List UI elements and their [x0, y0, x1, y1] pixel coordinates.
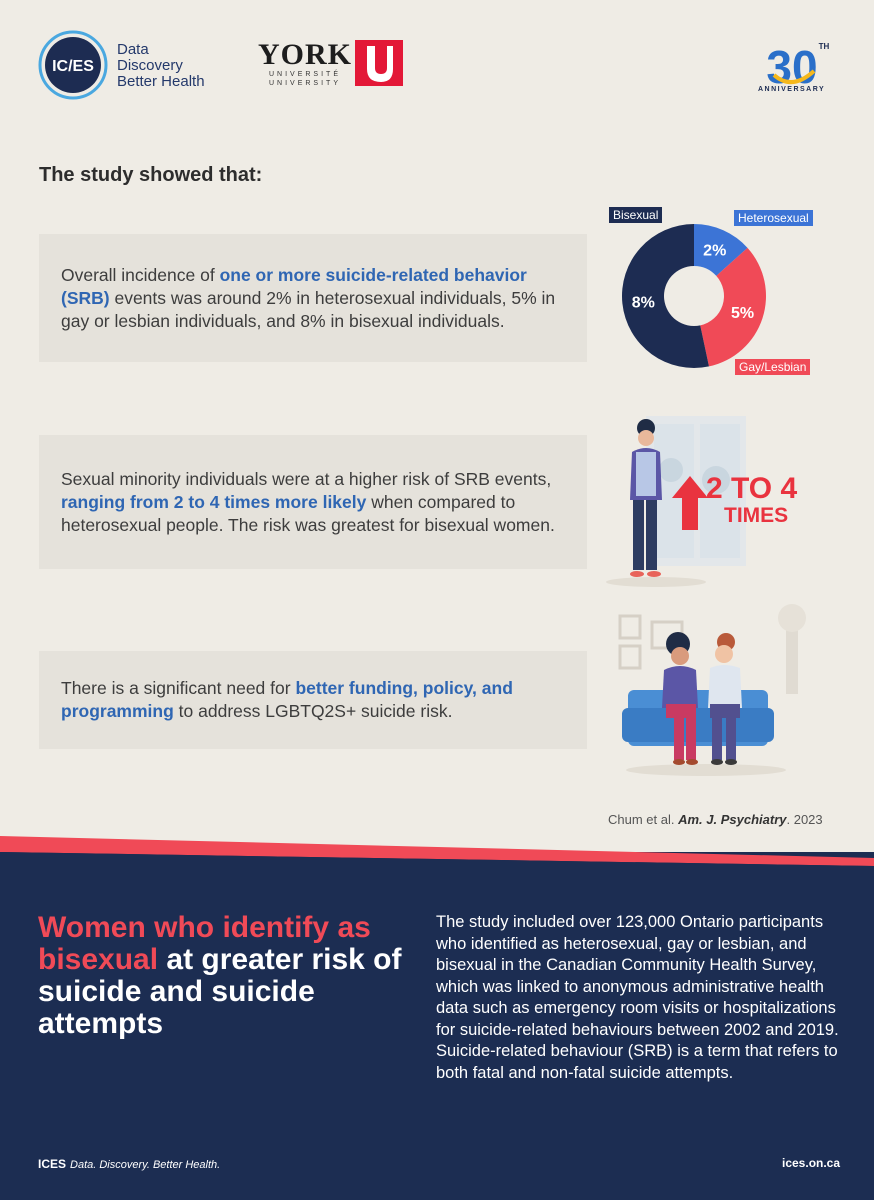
slice-bisexual	[622, 224, 709, 368]
finding-box: There is a significant need for better f…	[39, 651, 587, 749]
citation-journal: Am. J. Psychiatry	[678, 812, 787, 827]
ices-tagline-line: Discovery	[117, 57, 183, 74]
srb-donut-chart: 2% 5% 8%	[622, 224, 766, 368]
finding-text-pre: Sexual minority individuals were at a hi…	[61, 468, 552, 489]
ices-badge-text: IC/ES	[52, 58, 94, 75]
risk-number: 2 TO 4	[706, 472, 798, 505]
legend-heterosexual: Heterosexual	[734, 210, 813, 226]
citation-year: . 2023	[786, 812, 823, 827]
slice-heterosexual	[694, 224, 748, 276]
footer-brand-name: ICES	[38, 1157, 67, 1171]
york-sub-line: UNIVERSITÉ	[268, 71, 341, 78]
legend-bisexual: Bisexual	[609, 207, 663, 223]
ices-tagline-line: Better Health	[117, 73, 205, 90]
study-title: The study showed that:	[39, 164, 263, 186]
slice-label-gay-lesbian: 5%	[731, 305, 754, 322]
footer-url-link[interactable]: ices.on.ca	[782, 1156, 841, 1170]
citation-authors: Chum et al.	[608, 812, 679, 827]
summary-body: The study included over 123,000 Ontario …	[436, 913, 839, 1082]
finding-highlight: ranging from 2 to 4 times more likely	[61, 491, 367, 512]
anniversary-number: 30	[766, 41, 817, 93]
legend-gay-lesbian: Gay/Lesbian	[735, 359, 811, 375]
finding-text-post: to address LGBTQ2S+ suicide risk.	[173, 701, 453, 721]
york-logo-word: YORK	[258, 38, 352, 71]
finding-text: Sexual minority individuals were at a hi…	[61, 468, 565, 537]
york-logo-sub: UNIVERSITÉ UNIVERSITY	[260, 70, 350, 88]
footer-tagline: Data. Discovery. Better Health.	[70, 1159, 221, 1171]
anniversary-suffix: TH	[819, 42, 830, 51]
footer-brand: ICES Data. Discovery. Better Health.	[38, 1157, 220, 1171]
finding-text-post: when compared to heterosexual people. Th…	[61, 491, 555, 535]
anniversary-label: ANNIVERSARY	[758, 86, 826, 93]
finding-box: Overall incidence of one or more suicide…	[39, 234, 587, 362]
finding-text: Overall incidence of one or more suicide…	[61, 264, 565, 333]
york-sub-line: UNIVERSITY	[268, 80, 341, 87]
finding-text: There is a significant need for better f…	[61, 677, 565, 723]
risk-word: TIMES	[724, 504, 789, 527]
slice-label-heterosexual: 2%	[703, 242, 726, 259]
anniversary-logo: 30 TH	[766, 41, 830, 93]
finding-highlight: better funding, policy, and programming	[61, 678, 513, 721]
summary-headline-white: at greater risk of suicide and suicide a…	[38, 943, 402, 1040]
finding-text-pre: There is a significant need for	[61, 678, 296, 698]
summary-headline: Women who identify as bisexual at greate…	[38, 912, 418, 1040]
woman-risk-illustration	[606, 416, 746, 587]
york-u-logo	[355, 40, 403, 86]
finding-text-pre: Overall incidence of	[61, 264, 220, 285]
citation: Chum et al. Am. J. Psychiatry. 2023	[608, 812, 823, 827]
finding-box: Sexual minority individuals were at a hi…	[39, 435, 587, 569]
support-conversation-illustration	[618, 604, 806, 776]
ices-tagline-line: Data	[117, 41, 149, 58]
finding-text-post: events was around 2% in heterosexual ind…	[61, 287, 556, 331]
slice-gay-lesbian	[700, 247, 766, 367]
ices-logo: IC/ES	[38, 30, 108, 100]
finding-highlight: one or more suicide-related behavior (SR…	[61, 264, 527, 308]
slice-label-bisexual: 8%	[632, 294, 655, 311]
summary-headline-red: Women who identify as bisexual	[38, 911, 371, 976]
summary-panel	[0, 852, 874, 1200]
red-divider-stripe	[0, 836, 874, 866]
ices-tagline: Data Discovery Better Health	[117, 42, 205, 90]
